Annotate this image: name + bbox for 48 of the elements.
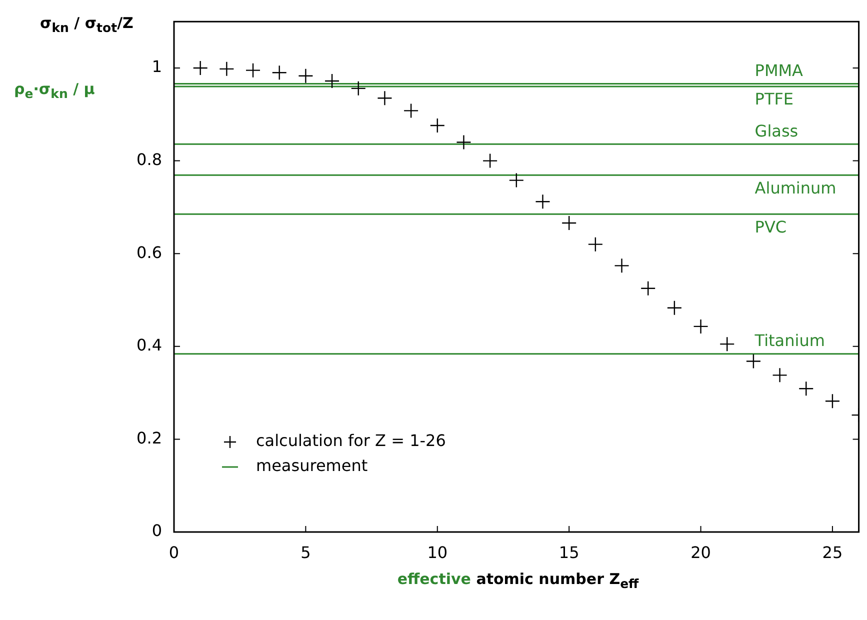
point <box>272 65 287 80</box>
y-tick-label: 0.6 <box>136 242 162 262</box>
text: ρ$_{e}$·σ$_{kn}$ / μ <box>14 80 95 101</box>
point <box>693 318 708 334</box>
legend-label: calculation for Z = 1-26 <box>256 431 446 450</box>
point <box>535 194 550 210</box>
point <box>324 73 340 89</box>
x-tick-label: 25 <box>822 542 843 562</box>
ref-line-label: Titanium <box>754 330 825 350</box>
point <box>772 368 788 383</box>
point <box>350 80 366 96</box>
point <box>245 62 261 78</box>
x-tick-label: 10 <box>427 542 448 562</box>
ref-line-label: PMMA <box>754 60 804 80</box>
point <box>192 60 208 76</box>
y-tick-label: 0.2 <box>136 428 162 448</box>
point <box>482 153 498 168</box>
y-axis-title: σ$_{kn}$ / σ$_{tot}$/Z <box>40 14 134 35</box>
point <box>588 236 604 252</box>
y-tick-label: 0.8 <box>136 150 162 169</box>
x-tick-label: 20 <box>690 542 711 562</box>
point <box>614 258 630 274</box>
point <box>640 280 656 296</box>
y-tick-label: 0 <box>152 521 162 540</box>
ref-line-label: Glass <box>754 121 798 140</box>
x-tick-label: 15 <box>558 542 580 562</box>
point <box>824 394 840 409</box>
x-axis-title: effective atomic number Z$_{eff}$ <box>397 570 639 591</box>
point <box>298 68 314 84</box>
point <box>720 336 735 352</box>
point <box>561 215 577 231</box>
legend-label: measurement <box>256 456 368 476</box>
y-tick-label: 0.4 <box>136 336 162 355</box>
ref-line-label: Aluminum <box>754 178 836 198</box>
x-tick-label: 5 <box>300 542 311 562</box>
ref-line-label: PTFE <box>754 90 794 109</box>
point <box>666 300 682 316</box>
point <box>377 90 392 106</box>
point <box>508 172 524 188</box>
point <box>798 381 814 396</box>
point <box>746 354 762 369</box>
x-tick-label: 0 <box>168 542 180 562</box>
point <box>219 61 234 77</box>
y-tick-label: 1 <box>152 57 162 76</box>
ref-line-label: PVC <box>754 217 787 236</box>
point <box>456 134 472 150</box>
point <box>430 118 445 134</box>
point <box>403 103 419 118</box>
